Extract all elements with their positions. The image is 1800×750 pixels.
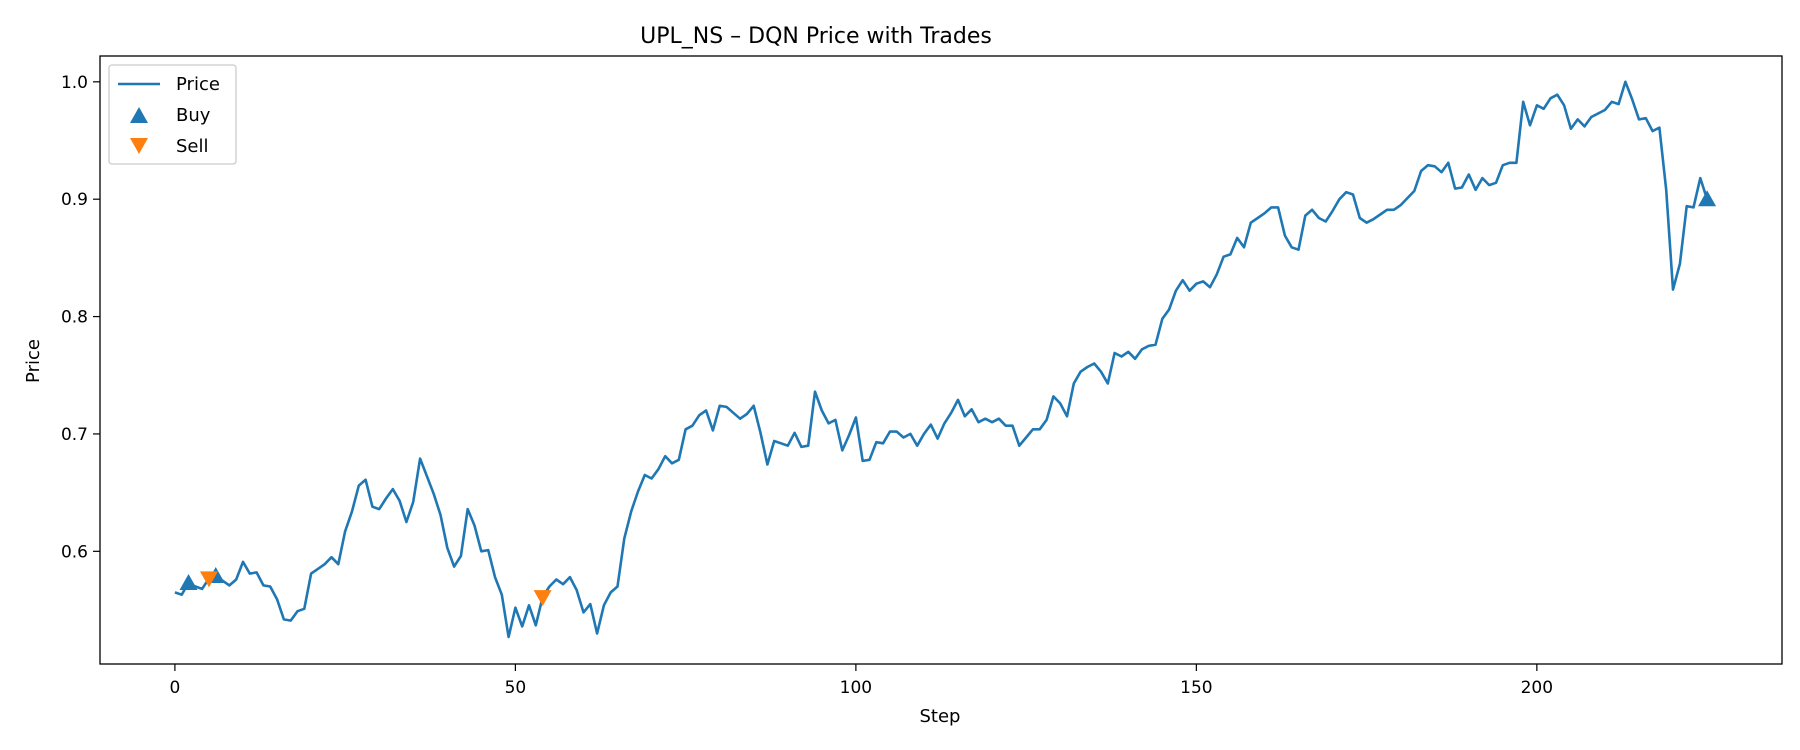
sell-marker — [199, 571, 218, 588]
y-tick-label: 0.6 — [61, 542, 88, 562]
x-tick-label: 50 — [505, 678, 527, 698]
legend-sell-icon — [130, 138, 148, 154]
price-line — [174, 80, 1709, 639]
x-tick-label: 100 — [840, 678, 872, 698]
buy-marker — [179, 574, 198, 591]
x-axis-ticks: 0 50 100 150 200 — [169, 664, 1553, 698]
legend: Price Buy Sell — [108, 64, 237, 165]
sell-marker — [533, 590, 552, 607]
buy-markers — [179, 190, 1717, 591]
legend-buy-icon — [130, 107, 148, 123]
chart-title: UPL_NS – DQN Price with Trades — [640, 24, 992, 49]
x-tick-label: 0 — [169, 678, 180, 698]
x-tick-label: 200 — [1521, 678, 1553, 698]
x-tick-label: 150 — [1180, 678, 1212, 698]
y-axis-ticks: 0.6 0.7 0.8 0.9 1.0 — [61, 73, 100, 562]
y-tick-label: 1.0 — [61, 73, 88, 93]
buy-marker — [1698, 190, 1717, 207]
x-axis-label: Step — [920, 706, 961, 727]
y-tick-label: 0.7 — [61, 425, 88, 445]
price-series — [174, 80, 1709, 639]
legend-label-buy: Buy — [176, 105, 211, 126]
legend-label-price: Price — [176, 74, 220, 95]
y-tick-label: 0.9 — [61, 190, 88, 210]
plot-frame — [99, 55, 1783, 665]
sell-markers — [199, 571, 552, 607]
legend-label-sell: Sell — [176, 136, 209, 157]
y-tick-label: 0.8 — [61, 308, 88, 328]
y-axis-label: Price — [23, 339, 44, 383]
